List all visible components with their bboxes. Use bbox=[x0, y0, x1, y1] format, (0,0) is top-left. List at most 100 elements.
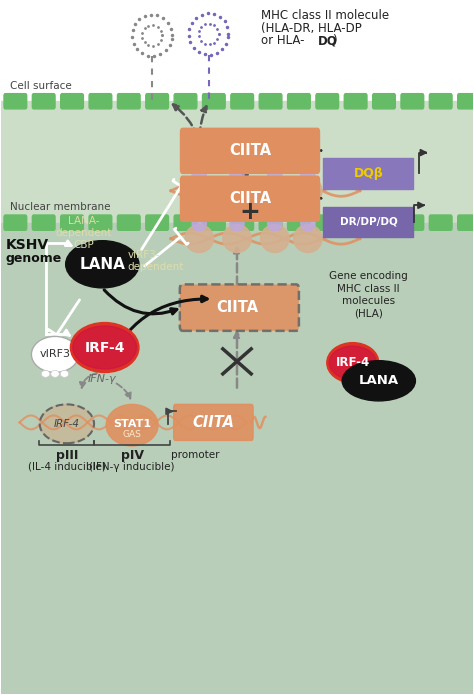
Text: CIITA: CIITA bbox=[192, 415, 234, 430]
Bar bbox=[0, 101, 474, 694]
Ellipse shape bbox=[73, 326, 137, 369]
FancyBboxPatch shape bbox=[316, 94, 338, 109]
Text: Gene encoding
MHC class II
molecules
(HLA): Gene encoding MHC class II molecules (HL… bbox=[329, 271, 408, 318]
Ellipse shape bbox=[40, 404, 94, 443]
Ellipse shape bbox=[301, 215, 315, 231]
FancyBboxPatch shape bbox=[180, 284, 299, 331]
FancyBboxPatch shape bbox=[173, 404, 253, 441]
Text: IRF-4: IRF-4 bbox=[336, 357, 370, 369]
Text: IRF-4: IRF-4 bbox=[54, 419, 80, 429]
Text: DR/DP/DQ: DR/DP/DQ bbox=[339, 217, 397, 227]
FancyBboxPatch shape bbox=[146, 94, 168, 109]
Text: CIITA: CIITA bbox=[229, 191, 271, 206]
FancyBboxPatch shape bbox=[4, 94, 27, 109]
Text: LANA: LANA bbox=[79, 256, 125, 272]
Text: DQβ: DQβ bbox=[354, 167, 383, 180]
Ellipse shape bbox=[60, 370, 69, 377]
Ellipse shape bbox=[268, 215, 282, 231]
Ellipse shape bbox=[327, 343, 379, 383]
FancyBboxPatch shape bbox=[146, 215, 168, 230]
Ellipse shape bbox=[185, 177, 213, 204]
FancyBboxPatch shape bbox=[401, 94, 424, 109]
Text: LANA-
dependent
CBP: LANA- dependent CBP bbox=[55, 215, 111, 250]
FancyBboxPatch shape bbox=[288, 215, 310, 230]
FancyBboxPatch shape bbox=[458, 215, 474, 230]
FancyBboxPatch shape bbox=[118, 94, 140, 109]
FancyBboxPatch shape bbox=[288, 94, 310, 109]
FancyBboxPatch shape bbox=[231, 215, 254, 230]
FancyBboxPatch shape bbox=[344, 215, 367, 230]
Ellipse shape bbox=[329, 346, 376, 379]
FancyBboxPatch shape bbox=[429, 215, 452, 230]
Text: pIV: pIV bbox=[120, 448, 144, 461]
FancyBboxPatch shape bbox=[118, 215, 140, 230]
FancyBboxPatch shape bbox=[61, 94, 83, 109]
Text: IRF-4: IRF-4 bbox=[84, 341, 125, 354]
Ellipse shape bbox=[261, 224, 289, 252]
FancyBboxPatch shape bbox=[32, 94, 55, 109]
Ellipse shape bbox=[230, 168, 244, 183]
Text: Cell surface: Cell surface bbox=[10, 81, 72, 91]
Ellipse shape bbox=[192, 168, 206, 183]
Text: STAT1: STAT1 bbox=[113, 419, 151, 429]
Ellipse shape bbox=[192, 215, 206, 231]
FancyBboxPatch shape bbox=[401, 215, 424, 230]
Text: Nuclear membrane: Nuclear membrane bbox=[10, 202, 110, 212]
FancyBboxPatch shape bbox=[174, 94, 197, 109]
Text: pIII: pIII bbox=[55, 448, 78, 461]
Ellipse shape bbox=[268, 168, 282, 183]
Ellipse shape bbox=[230, 215, 244, 231]
FancyBboxPatch shape bbox=[429, 94, 452, 109]
FancyBboxPatch shape bbox=[259, 94, 282, 109]
Text: genome: genome bbox=[5, 252, 62, 265]
FancyBboxPatch shape bbox=[174, 215, 197, 230]
FancyBboxPatch shape bbox=[344, 94, 367, 109]
Text: GAS: GAS bbox=[123, 430, 142, 439]
FancyBboxPatch shape bbox=[458, 94, 474, 109]
Text: or HLA-: or HLA- bbox=[261, 35, 304, 47]
FancyBboxPatch shape bbox=[202, 94, 225, 109]
Text: LANA: LANA bbox=[359, 375, 399, 387]
Bar bbox=[0, 222, 474, 694]
FancyBboxPatch shape bbox=[32, 215, 55, 230]
Text: (IL-4 inducible): (IL-4 inducible) bbox=[28, 461, 106, 472]
FancyBboxPatch shape bbox=[180, 175, 320, 222]
FancyBboxPatch shape bbox=[180, 128, 320, 174]
FancyBboxPatch shape bbox=[316, 215, 338, 230]
Text: ): ) bbox=[331, 35, 336, 47]
Ellipse shape bbox=[223, 177, 251, 204]
FancyBboxPatch shape bbox=[202, 215, 225, 230]
Text: +: + bbox=[240, 200, 261, 224]
Ellipse shape bbox=[223, 224, 251, 252]
Ellipse shape bbox=[41, 370, 50, 377]
Text: vIRF3: vIRF3 bbox=[39, 350, 71, 359]
Text: MHC class II molecule: MHC class II molecule bbox=[261, 10, 389, 22]
Text: (IFN-γ inducible): (IFN-γ inducible) bbox=[89, 461, 175, 472]
FancyBboxPatch shape bbox=[61, 215, 83, 230]
FancyBboxPatch shape bbox=[231, 94, 254, 109]
Text: DQ: DQ bbox=[318, 35, 338, 47]
FancyBboxPatch shape bbox=[323, 158, 413, 188]
Ellipse shape bbox=[342, 361, 415, 401]
FancyBboxPatch shape bbox=[323, 207, 413, 236]
Text: KSHV: KSHV bbox=[5, 238, 48, 252]
Ellipse shape bbox=[301, 168, 315, 183]
FancyBboxPatch shape bbox=[89, 215, 112, 230]
Text: CIITA: CIITA bbox=[216, 300, 258, 315]
Ellipse shape bbox=[294, 177, 322, 204]
Text: promoter: promoter bbox=[171, 450, 219, 460]
Ellipse shape bbox=[66, 240, 139, 288]
FancyBboxPatch shape bbox=[89, 94, 112, 109]
FancyBboxPatch shape bbox=[259, 215, 282, 230]
Ellipse shape bbox=[31, 336, 79, 373]
Ellipse shape bbox=[106, 404, 158, 446]
Text: vIRF3-
dependent: vIRF3- dependent bbox=[128, 250, 184, 272]
FancyBboxPatch shape bbox=[373, 94, 395, 109]
Ellipse shape bbox=[261, 177, 289, 204]
FancyBboxPatch shape bbox=[4, 215, 27, 230]
Text: IFN-γ: IFN-γ bbox=[88, 374, 117, 384]
Ellipse shape bbox=[294, 224, 322, 252]
Text: (HLA-DR, HLA-DP: (HLA-DR, HLA-DP bbox=[261, 22, 361, 35]
Ellipse shape bbox=[185, 224, 213, 252]
FancyBboxPatch shape bbox=[373, 215, 395, 230]
